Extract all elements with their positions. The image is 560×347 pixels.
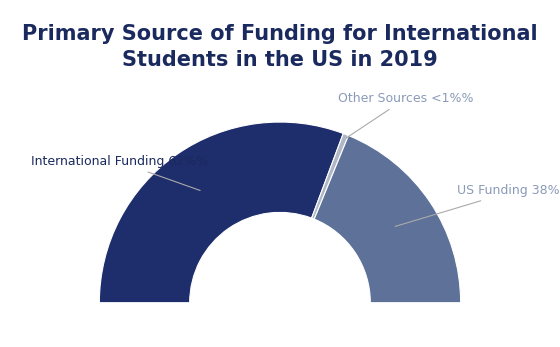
Text: International Funding 62%%: International Funding 62%% bbox=[31, 155, 208, 191]
Wedge shape bbox=[311, 134, 348, 219]
Wedge shape bbox=[314, 136, 461, 303]
Text: US Funding 38%%: US Funding 38%% bbox=[395, 184, 560, 227]
Text: Primary Source of Funding for International
Students in the US in 2019: Primary Source of Funding for Internatio… bbox=[22, 24, 538, 70]
Text: Other Sources <1%%: Other Sources <1%% bbox=[338, 92, 473, 138]
Wedge shape bbox=[99, 122, 343, 303]
